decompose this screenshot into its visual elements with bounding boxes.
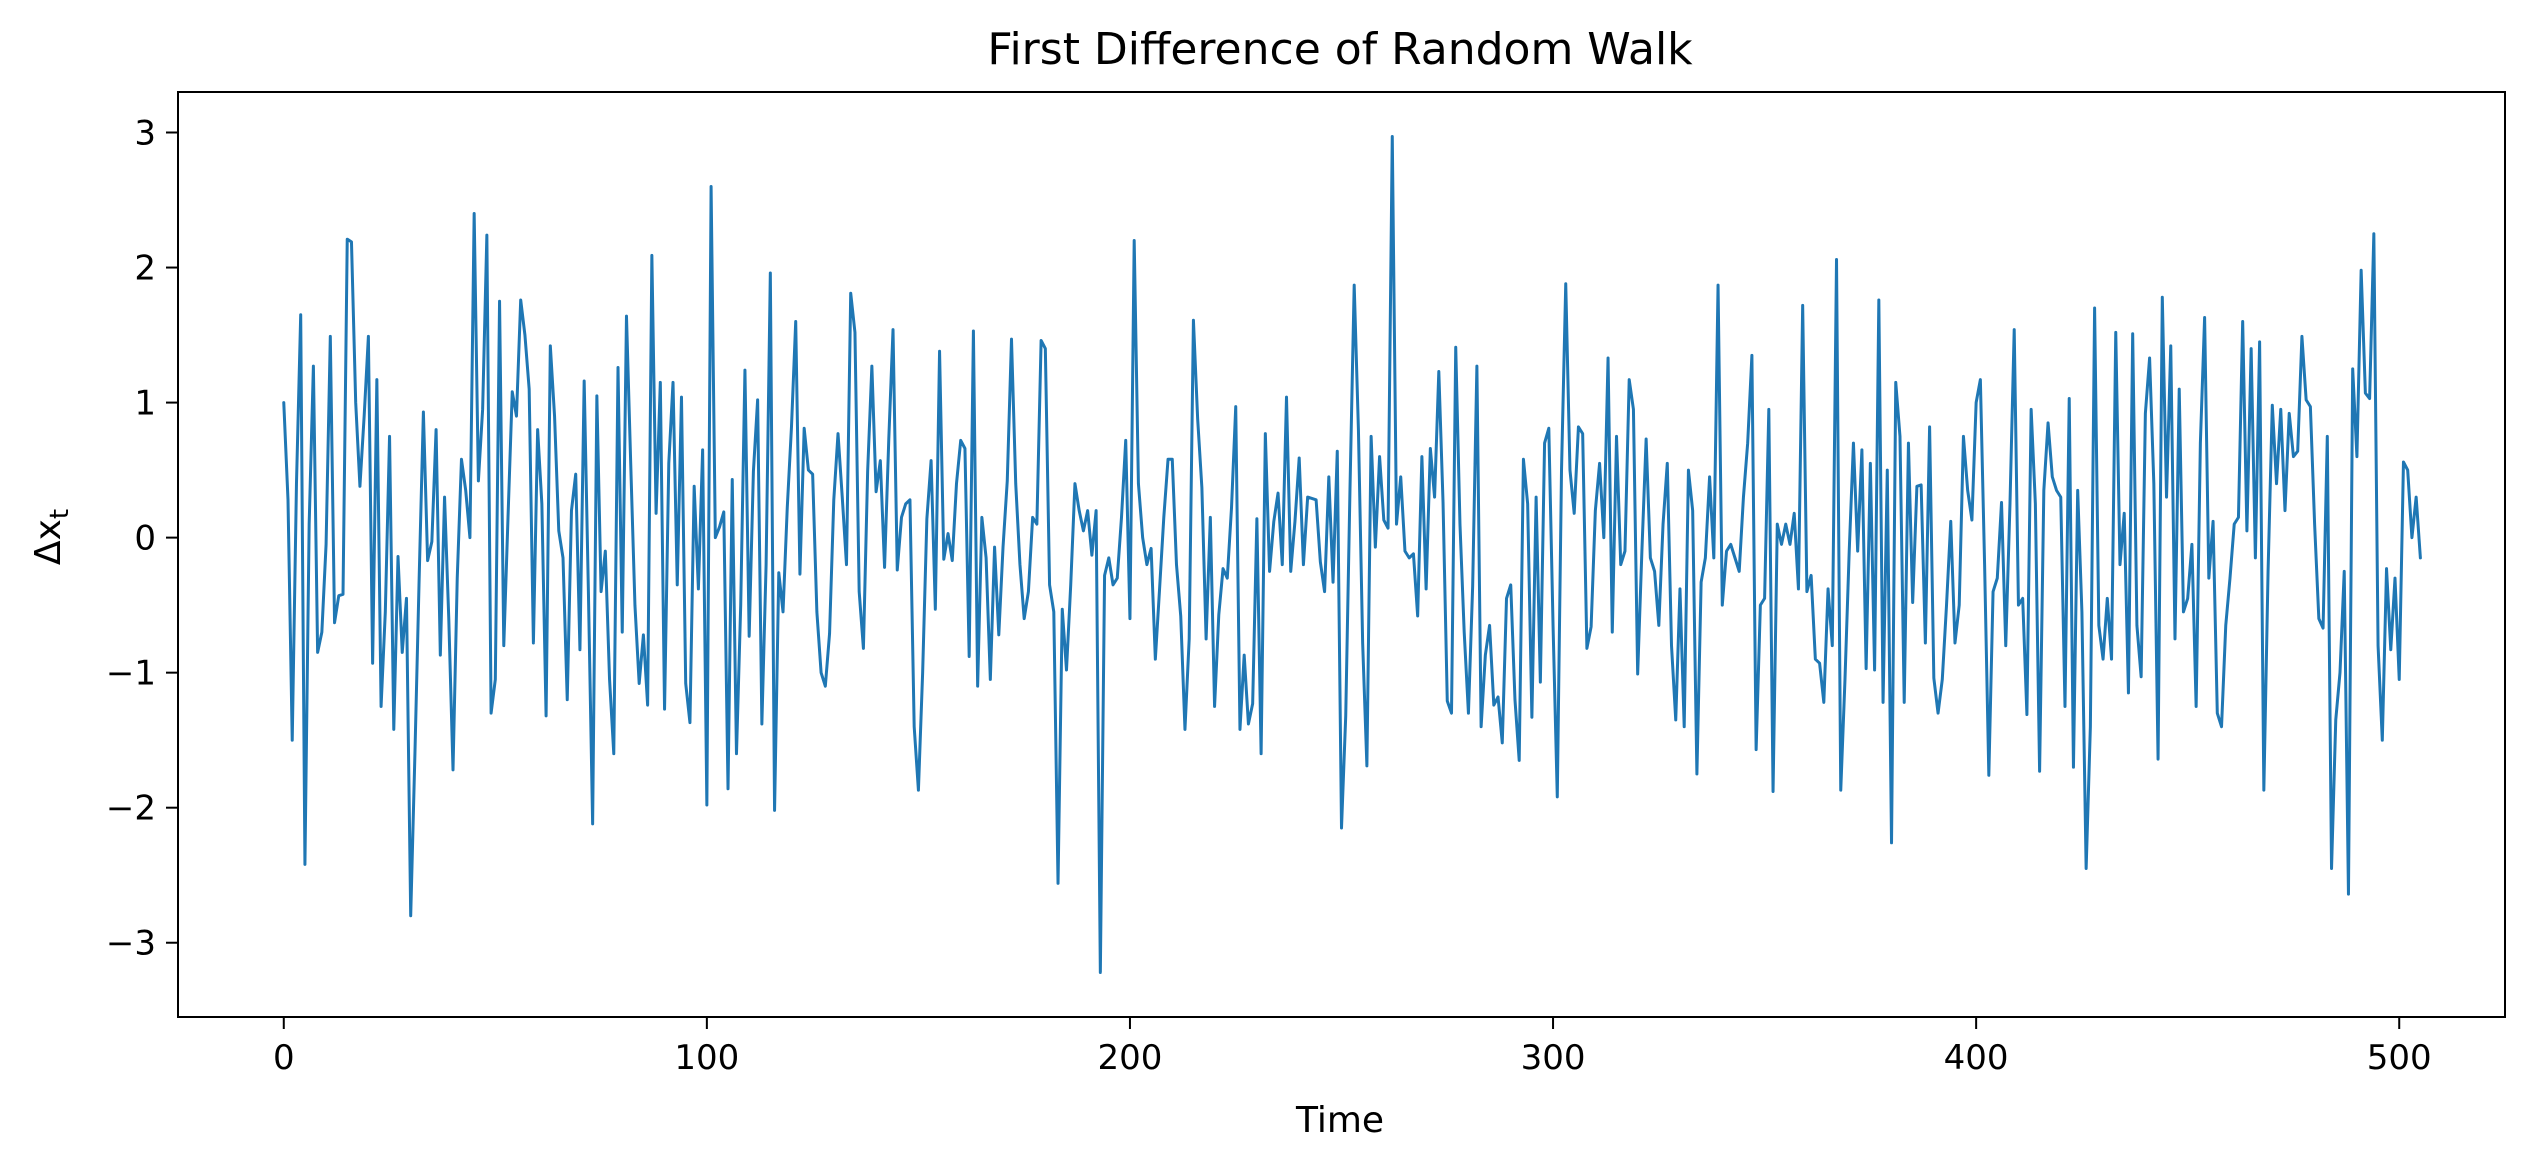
y-tick-label: −3	[106, 924, 156, 964]
y-tick-label: 2	[134, 249, 156, 289]
plot-frame	[177, 91, 2506, 1018]
x-tick-label: 500	[2367, 1038, 2432, 1078]
y-axis: −3 −2 −1 0 1 2 3	[106, 114, 178, 964]
x-tick-label: 300	[1521, 1038, 1586, 1078]
x-tick-label: 400	[1944, 1038, 2009, 1078]
x-axis: 0 100 200 300 400 500	[273, 1017, 2432, 1078]
y-tick-label: 1	[134, 384, 156, 424]
x-tick-label: 0	[273, 1038, 295, 1078]
x-tick-label: 100	[674, 1038, 739, 1078]
x-axis-label: Time	[1295, 1100, 1384, 1141]
y-axis-label: Δxt	[28, 509, 75, 565]
y-tick-label: 0	[134, 519, 156, 559]
y-axis-label-subscript: t	[45, 509, 75, 519]
series-line	[282, 135, 2422, 974]
y-tick-label: 3	[134, 114, 156, 154]
x-tick-label: 200	[1098, 1038, 1163, 1078]
chart-title: First Difference of Random Walk	[987, 24, 1693, 75]
y-axis-label-base: Δx	[28, 519, 69, 565]
y-tick-label: −1	[106, 654, 156, 694]
plot-area	[282, 135, 2422, 974]
y-tick-label: −2	[106, 789, 156, 829]
